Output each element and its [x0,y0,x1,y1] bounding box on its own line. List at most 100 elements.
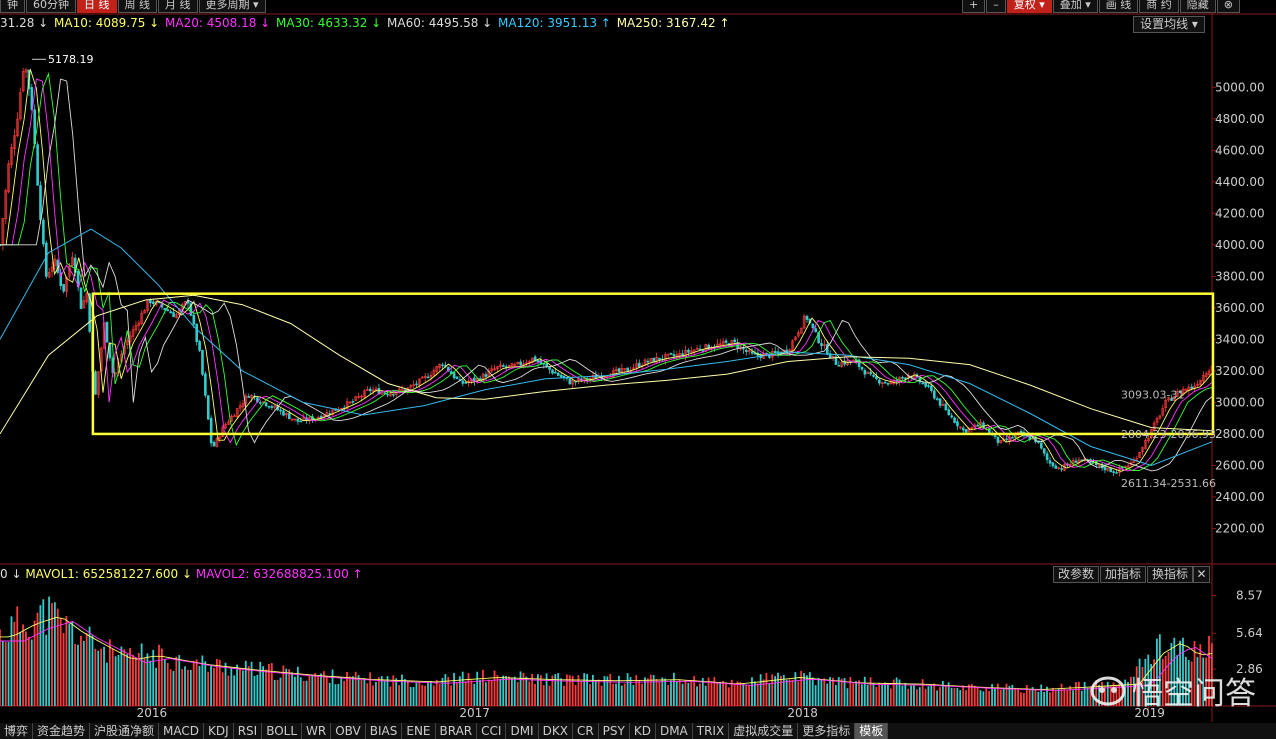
candle-body [10,147,13,166]
tool-button-6[interactable]: 隐藏 [1179,0,1216,13]
price-tick-label: 2400.00 [1215,490,1265,504]
candle-body [1051,462,1055,467]
volume-bar [160,648,163,706]
period-button-0[interactable]: 钟 [0,0,25,13]
volume-bar [77,644,79,706]
tab-15[interactable]: CR [573,723,599,739]
candle-body [1071,459,1075,465]
volume-bar [898,679,901,706]
candle-body [99,347,103,372]
tool-button-4[interactable]: 画 线 [1098,0,1139,13]
tab-17[interactable]: KD [630,723,656,739]
volume-bar [30,639,33,706]
period-button-3[interactable]: 周 线 [117,0,157,13]
settings-ma-button[interactable]: 设置均线 ▾ [1133,16,1205,33]
tab-22[interactable]: 模板 [855,723,889,739]
period-button-1[interactable]: 60分钟 [26,0,76,13]
close-icon[interactable]: ✕ [1193,566,1210,583]
tab-1[interactable]: 资金趋势 [33,723,91,739]
candle-body [383,392,387,394]
tab-4[interactable]: KDJ [204,723,234,739]
period-button-2[interactable]: 日 线 [77,0,117,13]
candle-body [131,329,135,337]
volume-bar [383,680,386,706]
volume-bar [693,676,696,706]
volume-bar [346,671,348,706]
candle-body [1144,439,1147,449]
switch-indicator-button[interactable]: 换指标 [1147,566,1193,583]
tab-19[interactable]: TRIX [693,723,730,739]
candle-body [637,362,641,368]
tool-button-2[interactable]: 复权 ▾ [1006,0,1052,13]
candle-body [117,362,120,374]
period-button-4[interactable]: 月 线 [158,0,198,13]
volume-bar [444,674,447,706]
volume-bar [94,648,97,706]
volume-bar [262,666,265,706]
volume-bar [944,684,947,706]
tab-9[interactable]: BIAS [366,723,403,739]
candle-body [30,87,34,110]
candle-body [840,361,844,367]
tool-button-5[interactable]: 商 约 [1139,0,1179,13]
tool-button-1[interactable]: – [986,0,1006,13]
candle-body [1060,468,1063,470]
change-params-button[interactable]: 改参数 [1053,566,1099,583]
volume-bar [794,672,797,706]
candle-body [1175,391,1179,397]
volume-bar [146,653,149,706]
candle-body [959,426,962,429]
candle-body [640,364,644,367]
tool-button-3[interactable]: 叠加 ▾ [1052,0,1098,13]
candle-body [357,396,360,398]
volume-bar [600,685,603,706]
ma30-line [0,72,1213,471]
candle-body [811,323,815,328]
tab-3[interactable]: MACD [159,723,205,739]
tab-20[interactable]: 虚拟成交量 [729,723,799,739]
tab-10[interactable]: ENE [402,723,436,739]
tab-2[interactable]: 沪股通净额 [90,723,160,739]
price-tick-label: 5000.00 [1215,80,1265,94]
add-indicator-button[interactable]: 加指标 [1100,566,1146,583]
candle-body [125,340,129,345]
candle-body [233,415,236,418]
tab-16[interactable]: PSY [599,723,630,739]
tool-button-0[interactable]: + [962,0,986,13]
tab-11[interactable]: BRAR [436,723,478,739]
tab-7[interactable]: WR [302,723,332,739]
candle-body [149,299,152,304]
candle-body [655,357,658,364]
tab-21[interactable]: 更多指标 [798,723,856,739]
volume-bar [649,674,652,706]
candle-body [464,382,468,384]
volume-bar [768,683,771,706]
period-button-5[interactable]: 更多周期 ▾ [198,0,266,13]
tab-6[interactable]: BOLL [262,723,303,739]
candle-body [773,350,777,354]
candle-body [1161,408,1165,416]
volume-bar [409,686,412,706]
tab-12[interactable]: CCI [477,723,507,739]
volume-bar [991,684,993,706]
tab-18[interactable]: DMA [656,723,693,739]
tab-0[interactable]: 博弈 [0,723,34,739]
candle-body [351,401,355,403]
volume-bar [360,679,363,706]
tool-button-7[interactable]: ⊗ [1216,0,1240,13]
candle-body [166,309,170,312]
candle-body [779,351,783,355]
volume-bar [994,688,996,706]
tab-13[interactable]: DMI [506,723,539,739]
candle-body [267,405,271,408]
volume-bar [858,680,860,706]
tab-8[interactable]: OBV [331,723,366,739]
volume-bar [933,683,936,706]
tab-14[interactable]: DKX [539,723,573,739]
tab-5[interactable]: RSI [234,723,263,739]
volume-bar [473,683,476,706]
candle-body [447,366,450,372]
volume-bar [832,677,834,706]
volume-bar [129,648,131,706]
